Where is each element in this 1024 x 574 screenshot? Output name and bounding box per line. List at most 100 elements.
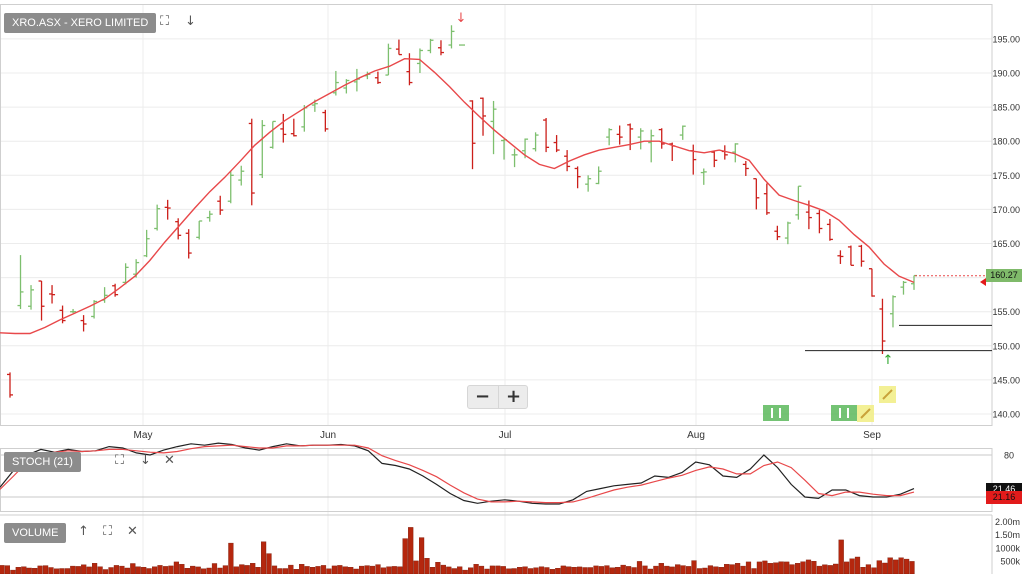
price-bar — [206, 210, 213, 222]
volume-bar — [261, 541, 267, 574]
price-tick-label: 150.00 — [992, 341, 1020, 351]
volume-bar — [882, 562, 888, 574]
price-bar — [122, 263, 129, 285]
volume-bar — [658, 563, 664, 574]
price-bar — [395, 39, 402, 56]
volume-bar — [184, 568, 190, 574]
volume-bar — [108, 567, 114, 574]
price-bar — [427, 38, 434, 54]
chevron-down-icon[interactable]: ↓ — [140, 453, 151, 468]
price-bar — [154, 204, 161, 231]
volume-bar — [538, 566, 545, 574]
volume-bar — [21, 566, 27, 574]
price-bar — [606, 128, 613, 146]
price-bar — [742, 160, 749, 176]
volume-bar — [217, 567, 223, 574]
volume-bar — [195, 566, 201, 574]
price-bar — [196, 220, 203, 240]
volume-tick-label: 1.50m — [995, 530, 1020, 540]
price-bar — [91, 300, 98, 319]
volume-bar — [686, 566, 692, 574]
volume-bar — [500, 566, 506, 574]
volume-bar — [871, 567, 877, 574]
volume-bar — [560, 565, 566, 574]
volume-bar — [70, 565, 76, 574]
volume-bar — [397, 566, 403, 574]
volume-bar — [157, 565, 163, 574]
price-bar — [858, 244, 865, 267]
month-label: May — [134, 430, 153, 441]
volume-bar — [113, 565, 120, 574]
price-bar — [416, 48, 423, 73]
expand-icon[interactable]: ⛶ — [103, 524, 113, 539]
volume-bar — [239, 564, 245, 574]
expand-icon[interactable]: ⛶ — [115, 453, 125, 468]
volume-bar — [904, 558, 910, 574]
volume-bar — [789, 564, 795, 574]
volume-bar — [391, 566, 397, 574]
volume-bar — [32, 568, 38, 574]
volume-bar — [669, 566, 675, 574]
volume-bar — [141, 567, 147, 574]
volume-bar — [691, 560, 697, 574]
volume-bar — [271, 565, 278, 574]
price-tick-label: 195.00 — [992, 34, 1020, 44]
price-bar — [543, 118, 550, 153]
volume-bar — [369, 565, 376, 574]
volume-bar — [778, 561, 784, 574]
price-bar — [900, 281, 907, 295]
volume-bar — [386, 566, 392, 574]
volume-tick-label: 500k — [1000, 556, 1020, 566]
volume-bar — [647, 568, 654, 574]
volume-bar — [457, 566, 463, 574]
annotation-pencil-glyph — [860, 408, 871, 419]
volume-bar — [435, 562, 441, 574]
price-bar — [480, 97, 487, 136]
price-bar — [700, 168, 707, 185]
volume-bar — [860, 567, 866, 574]
volume-bar — [636, 561, 643, 574]
chevron-down-icon[interactable]: ↓ — [185, 14, 196, 29]
axes-layer: 140.00145.00150.00155.00160.00165.00170.… — [0, 4, 1020, 574]
price-tick-label: 170.00 — [992, 205, 1020, 215]
volume-bar — [359, 565, 365, 574]
price-bar — [774, 225, 781, 241]
volume-bar — [353, 568, 359, 574]
volume-bar — [876, 560, 882, 574]
volume-bar — [429, 567, 436, 574]
volume-bar — [620, 564, 626, 574]
price-bar — [164, 199, 171, 220]
volume-bar — [173, 561, 180, 574]
zoom-out-button[interactable]: − — [474, 386, 491, 407]
volume-bar — [310, 567, 316, 574]
price-bar — [280, 113, 287, 143]
zoom-in-button[interactable]: + — [498, 386, 528, 408]
volume-bar — [130, 563, 136, 574]
volume-bar — [767, 563, 773, 574]
volume-bar — [489, 565, 496, 574]
close-icon[interactable]: ✕ — [127, 524, 138, 539]
expand-icon[interactable]: ⛶ — [160, 14, 170, 29]
volume-bar — [822, 564, 828, 574]
volume-bar — [517, 567, 523, 574]
volume-bar — [506, 568, 512, 574]
price-bar — [690, 144, 697, 175]
volume-bar — [375, 564, 381, 574]
volume-bar — [593, 565, 599, 574]
price-bar — [795, 185, 802, 220]
price-bar — [574, 166, 581, 189]
volume-bar — [4, 565, 11, 574]
chevron-up-icon[interactable]: ↑ — [78, 524, 89, 539]
close-icon[interactable]: ✕ — [164, 453, 175, 468]
volume-bar — [59, 568, 65, 574]
volume-bar — [244, 565, 250, 574]
volume-bar — [604, 565, 610, 574]
stoch-panel-title: STOCH (21) — [4, 452, 81, 472]
price-bar — [616, 125, 623, 145]
price-bar — [322, 109, 329, 132]
price-bar — [753, 178, 760, 210]
volume-bar — [549, 569, 556, 574]
volume-bar — [653, 565, 659, 574]
volume-bar — [206, 567, 212, 574]
price-bar — [837, 250, 844, 264]
